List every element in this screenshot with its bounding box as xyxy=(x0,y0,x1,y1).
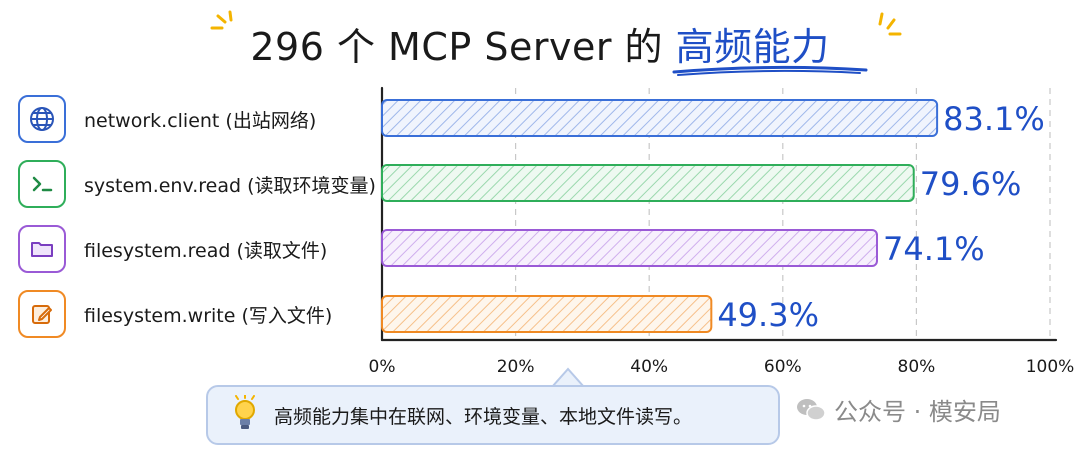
callout-pointer xyxy=(551,367,585,388)
watermark-text: 公众号 · 模安局 xyxy=(834,398,1001,426)
edit-icon xyxy=(32,305,52,324)
bar xyxy=(381,164,915,202)
category-label-env: system.env.read (读取环境变量) xyxy=(18,158,376,210)
wechat-icon xyxy=(797,398,826,421)
category-label-text: network.client (出站网络) xyxy=(84,109,317,132)
bar xyxy=(381,295,713,333)
title-highlight: 高频能力 xyxy=(675,25,830,69)
category-label-fswrite: filesystem.write (写入文件) xyxy=(18,288,332,340)
terminal-icon xyxy=(32,176,53,192)
category-label-text: filesystem.write (写入文件) xyxy=(84,304,333,327)
title-prefix: 296 个 MCP Server 的 xyxy=(250,25,676,69)
data-label: 79.6% xyxy=(920,165,1022,203)
lightbulb-icon xyxy=(235,395,255,429)
icon-box xyxy=(18,160,66,208)
data-label: 74.1% xyxy=(883,230,985,268)
title-underline xyxy=(672,65,868,76)
icon-box xyxy=(18,290,66,338)
x-tick-label: 80% xyxy=(898,357,936,377)
sparkle-left-icon xyxy=(210,10,233,30)
icon-box xyxy=(18,225,66,273)
x-tick-label: 60% xyxy=(764,357,802,377)
insight-callout: 高频能力集中在联网、环境变量、本地文件读写。 xyxy=(206,385,780,445)
bar xyxy=(381,99,939,137)
x-tick-label: 0% xyxy=(369,357,396,377)
x-tick-label: 20% xyxy=(497,357,535,377)
chart-title: 296 个 MCP Server 的 高频能力 xyxy=(0,16,1080,71)
category-label-fsread: filesystem.read (读取文件) xyxy=(18,223,327,275)
x-tick-label: 100% xyxy=(1026,357,1075,377)
icon-box xyxy=(18,95,66,143)
sparkle-right-icon xyxy=(878,12,902,36)
category-label-network: network.client (出站网络) xyxy=(18,93,316,145)
x-tick-label: 40% xyxy=(630,357,668,377)
bar xyxy=(381,229,878,267)
category-label-text: filesystem.read (读取文件) xyxy=(84,239,328,262)
globe-icon xyxy=(30,107,54,131)
title-area: 296 个 MCP Server 的 高频能力 xyxy=(0,6,1080,76)
watermark: 公众号 · 模安局 xyxy=(796,392,1001,427)
folder-icon xyxy=(31,242,53,257)
callout-text: 高频能力集中在联网、环境变量、本地文件读写。 xyxy=(274,405,693,428)
data-label: 49.3% xyxy=(717,296,819,334)
data-label: 83.1% xyxy=(943,100,1045,138)
category-label-text: system.env.read (读取环境变量) xyxy=(84,174,376,197)
